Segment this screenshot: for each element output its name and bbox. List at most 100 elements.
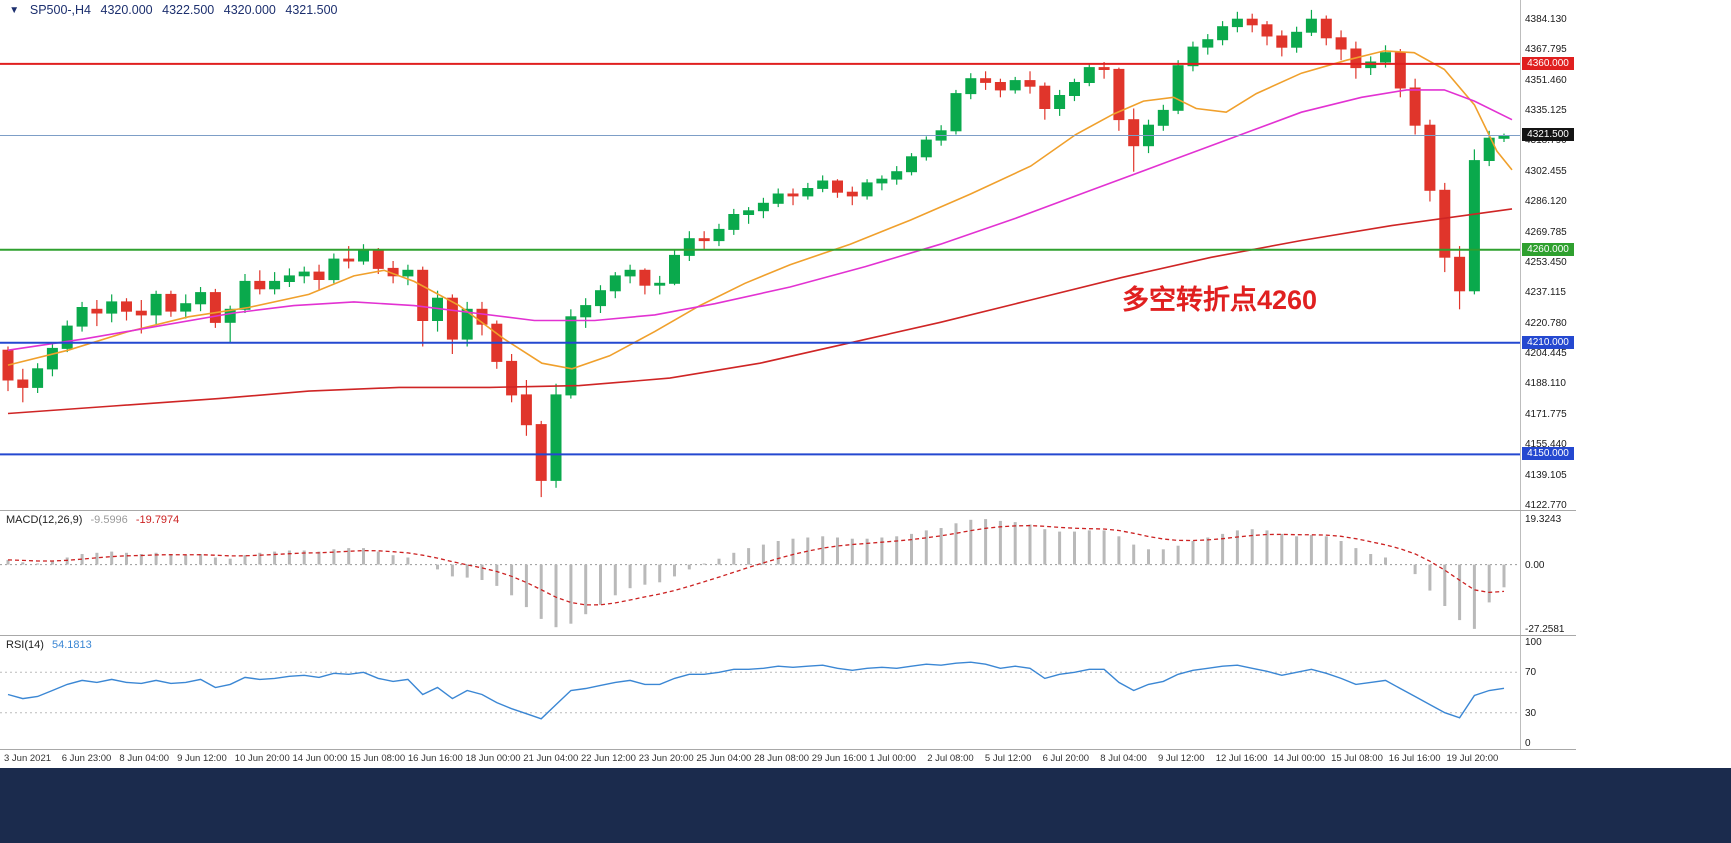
candle-body xyxy=(520,394,532,426)
candle-body xyxy=(1380,52,1391,63)
candle-body xyxy=(417,269,429,321)
candle-body xyxy=(787,193,799,197)
candle-body xyxy=(1231,18,1243,28)
candle-body xyxy=(876,178,888,184)
candle-body xyxy=(402,269,414,277)
time-axis-label: 1 Jul 00:00 xyxy=(869,753,916,764)
symbol-period-label: SP500-,H4 xyxy=(29,3,92,17)
time-axis-label: 14 Jun 00:00 xyxy=(292,753,348,764)
candle-body xyxy=(683,238,695,256)
price-axis-label: 4269.785 xyxy=(1525,226,1567,238)
candle-body xyxy=(1128,119,1140,147)
candle-body xyxy=(1172,65,1184,111)
candle-body xyxy=(135,310,147,316)
candle-body xyxy=(1009,80,1021,91)
candle-body xyxy=(669,254,680,284)
candle-body xyxy=(1424,124,1436,191)
candle-body xyxy=(698,238,710,242)
ma-mid-magenta xyxy=(7,89,1513,351)
time-axis[interactable]: 3 Jun 2021 6 Jun 23:00 8 Jun 04:00 9 Jun 12… xyxy=(0,749,1576,769)
candle-body xyxy=(269,280,281,290)
candle-body xyxy=(817,180,829,189)
candle-body xyxy=(1305,18,1317,33)
rsi-canvas[interactable] xyxy=(0,636,1520,749)
candle-body xyxy=(1024,80,1036,87)
candle-body xyxy=(150,293,162,316)
price-axis-label: 4384.130 xyxy=(1525,14,1567,25)
candle-body xyxy=(713,228,725,242)
candle-body xyxy=(654,282,666,286)
ma-fast-orange xyxy=(7,50,1513,370)
candle-body xyxy=(76,307,88,327)
ohlc-open: 4320.000 xyxy=(100,3,153,17)
ohlc-low: 4320.000 xyxy=(223,3,276,17)
candle-body xyxy=(1483,137,1495,161)
symbol-dropdown-icon: ▼ xyxy=(9,4,20,16)
time-axis-label: 21 Jun 04:00 xyxy=(523,753,579,764)
candle-body xyxy=(950,93,962,132)
candle-body xyxy=(61,325,73,349)
macd-axis-label: 19.3243 xyxy=(1525,514,1562,525)
candle-body xyxy=(1468,160,1480,292)
time-axis-label: 9 Jul 12:00 xyxy=(1158,753,1205,764)
candle-body xyxy=(609,275,621,292)
candle-body xyxy=(17,379,29,388)
macd-axis[interactable]: 19.3243 0.00 -27.2581 xyxy=(1520,511,1576,635)
price-axis-label: 4188.110 xyxy=(1525,378,1566,390)
candle-body xyxy=(358,249,369,262)
candle-body xyxy=(906,156,917,173)
rsi-axis-label: 100 xyxy=(1525,637,1542,648)
macd-signal-value: -19.7974 xyxy=(135,514,180,526)
rsi-axis-label: 0 xyxy=(1525,738,1531,749)
main-chart-panel[interactable]: 4360.000 4260.000 4210.000 4150.000 4384.130… xyxy=(0,0,1576,511)
candle-body xyxy=(283,275,295,282)
price-chart-canvas[interactable] xyxy=(0,0,1520,510)
time-axis-label: 19 Jul 20:00 xyxy=(1446,753,1499,764)
time-axis-label: 22 Jun 12:00 xyxy=(581,753,636,764)
chart-header: ▼ SP500-,H4 4320.000 4322.500 4320.000 4… xyxy=(8,3,344,17)
rsi-header: RSI(14) 54.1813 xyxy=(6,639,97,651)
price-axis-label: 4286.120 xyxy=(1525,196,1567,208)
candle-body xyxy=(254,280,266,290)
rsi-panel[interactable]: 100 70 30 0 RSI(14) 54.1813 xyxy=(0,635,1576,750)
rsi-axis-label: 30 xyxy=(1525,707,1537,719)
candle-body xyxy=(1098,67,1110,70)
macd-canvas[interactable] xyxy=(0,511,1520,634)
price-axis-label: 4122.770 xyxy=(1525,499,1567,511)
time-axis-label: 8 Jun 04:00 xyxy=(119,753,170,764)
time-axis-label: 14 Jul 00:00 xyxy=(1273,753,1326,764)
ohlc-close: 4321.500 xyxy=(285,3,338,17)
rsi-axis-label: 70 xyxy=(1525,667,1537,679)
candle-body xyxy=(832,180,843,193)
price-level-badge: 4210.000 xyxy=(1522,335,1574,349)
time-axis-label: 6 Jun 23:00 xyxy=(61,753,112,764)
price-axis-label: 4237.115 xyxy=(1525,287,1566,299)
rsi-axis[interactable]: 100 70 30 0 xyxy=(1520,636,1576,750)
candle-body xyxy=(743,210,755,216)
candle-body xyxy=(1454,256,1466,292)
candle-body xyxy=(446,297,458,340)
candle-body xyxy=(461,308,473,340)
time-axis-label: 6 Jul 20:00 xyxy=(1042,753,1090,764)
time-axis-label: 5 Jul 12:00 xyxy=(984,753,1032,764)
time-axis-label: 15 Jun 08:00 xyxy=(350,753,406,764)
time-axis-label: 16 Jun 16:00 xyxy=(407,753,463,764)
candle-body xyxy=(846,191,858,197)
price-axis-label: 4351.460 xyxy=(1525,74,1567,86)
time-axis-label: 8 Jul 04:00 xyxy=(1100,753,1147,764)
candle-body xyxy=(1276,35,1288,48)
time-axis-label: 18 Jun 00:00 xyxy=(465,753,521,764)
price-level-badge: 4360.000 xyxy=(1522,56,1574,70)
current-price-badge: 4321.500 xyxy=(1522,128,1574,142)
candle-body xyxy=(372,249,384,269)
price-axis-label: 4335.125 xyxy=(1525,105,1567,117)
time-axis-label: 28 Jun 08:00 xyxy=(754,753,810,764)
candle-body xyxy=(891,171,903,180)
macd-main-value: -9.5996 xyxy=(90,514,128,526)
candle-body xyxy=(772,193,784,204)
candle-body xyxy=(106,301,118,314)
candle-body xyxy=(639,269,651,286)
macd-panel[interactable]: 19.3243 0.00 -27.2581 MACD(12,26,9) -9.599… xyxy=(0,510,1576,635)
price-axis[interactable]: 4360.000 4260.000 4210.000 4150.000 4384.130… xyxy=(1520,0,1576,511)
